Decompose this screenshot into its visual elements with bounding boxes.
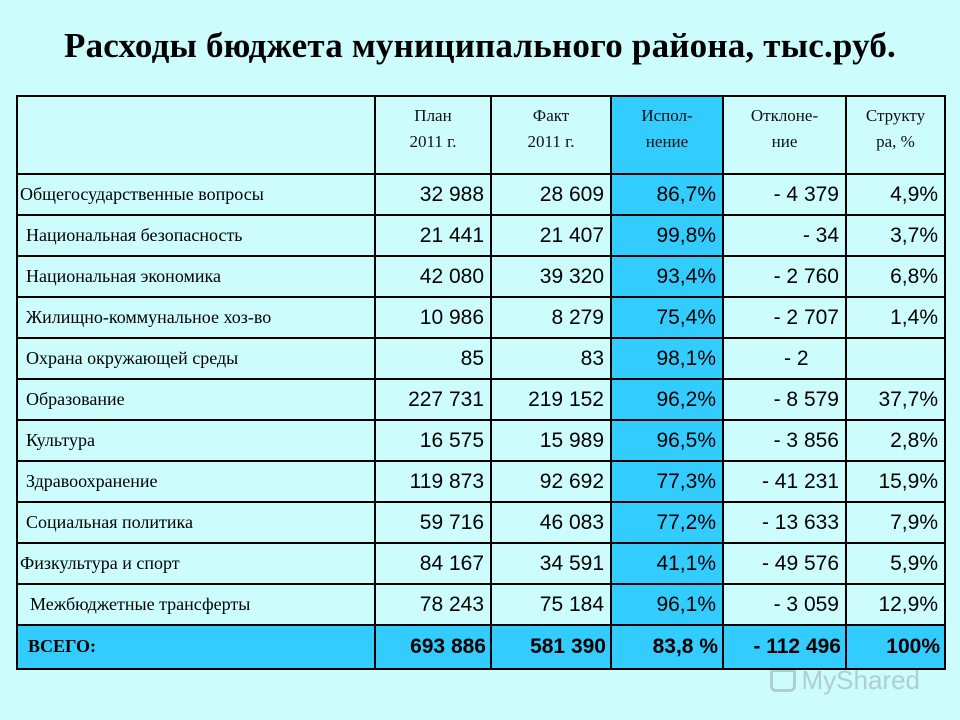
page-title: Расходы бюджета муниципального района, т… (63, 26, 897, 65)
row-plan: 78 243 (374, 583, 492, 626)
row-plan: 32 988 (374, 173, 492, 216)
row-name: Образование (16, 378, 376, 421)
row-struct: 2,8% (845, 419, 946, 462)
row-dev: - 13 633 (722, 501, 847, 544)
row-plan: 59 716 (374, 501, 492, 544)
table-row: Охрана окружающей среды 85 83 98,1% - 2 (16, 337, 946, 380)
row-struct: 4,9% (845, 173, 946, 216)
total-fact: 581 390 (490, 624, 612, 670)
row-struct: 12,9% (845, 583, 946, 626)
header-fact: Факт 2011 г. (490, 95, 612, 175)
row-dev: - 41 231 (722, 460, 847, 503)
row-plan: 42 080 (374, 255, 492, 298)
row-exec: 77,2% (610, 501, 724, 544)
row-dev: - 2 760 (722, 255, 847, 298)
row-fact: 34 591 (490, 542, 612, 585)
total-dev: - 112 496 (722, 624, 847, 670)
row-plan: 16 575 (374, 419, 492, 462)
row-struct (845, 337, 946, 380)
row-dev: - 3 059 (722, 583, 847, 626)
row-dev: - 3 856 (722, 419, 847, 462)
row-dev: - 4 379 (722, 173, 847, 216)
row-name: Культура (16, 419, 376, 462)
total-name: ВСЕГО: (16, 624, 376, 670)
row-struct: 15,9% (845, 460, 946, 503)
row-fact: 83 (490, 337, 612, 380)
total-struct: 100% (845, 624, 946, 670)
row-fact: 92 692 (490, 460, 612, 503)
row-dev: - 49 576 (722, 542, 847, 585)
header-name (16, 95, 376, 175)
row-dev: - 8 579 (722, 378, 847, 421)
row-fact: 46 083 (490, 501, 612, 544)
row-exec: 86,7% (610, 173, 724, 216)
table-row: Физкультура и спорт 84 167 34 591 41,1% … (16, 542, 946, 585)
table-row: Социальная политика 59 716 46 083 77,2% … (16, 501, 946, 544)
row-exec: 77,3% (610, 460, 724, 503)
table-row: Культура 16 575 15 989 96,5% - 3 856 2,8… (16, 419, 946, 462)
table-row: Национальная безопасность 21 441 21 407 … (16, 214, 946, 257)
row-name: Здравоохранение (16, 460, 376, 503)
header-exec: Испол- нение (610, 95, 724, 175)
row-struct: 3,7% (845, 214, 946, 257)
row-struct: 7,9% (845, 501, 946, 544)
row-fact: 219 152 (490, 378, 612, 421)
header-struct: Структу ра, % (845, 95, 946, 175)
table-row: Жилищно-коммунальное хоз-во 10 986 8 279… (16, 296, 946, 339)
row-exec: 41,1% (610, 542, 724, 585)
total-plan: 693 886 (374, 624, 492, 670)
row-struct: 5,9% (845, 542, 946, 585)
row-dev: - 2 (722, 337, 847, 380)
row-plan: 10 986 (374, 296, 492, 339)
row-exec: 75,4% (610, 296, 724, 339)
header-row: План 2011 г. Факт 2011 г. Испол- нение О… (16, 95, 946, 175)
row-struct: 37,7% (845, 378, 946, 421)
table-row: Образование 227 731 219 152 96,2% - 8 57… (16, 378, 946, 421)
row-name: Жилищно-коммунальное хоз-во (16, 296, 376, 339)
row-name: Физкультура и спорт (16, 542, 376, 585)
header-dev: Отклоне- ние (722, 95, 847, 175)
row-plan: 85 (374, 337, 492, 380)
row-struct: 6,8% (845, 255, 946, 298)
row-exec: 93,4% (610, 255, 724, 298)
row-fact: 39 320 (490, 255, 612, 298)
row-exec: 98,1% (610, 337, 724, 380)
header-plan: План 2011 г. (374, 95, 492, 175)
row-fact: 15 989 (490, 419, 612, 462)
row-fact: 28 609 (490, 173, 612, 216)
table-row: Общегосударственные вопросы 32 988 28 60… (16, 173, 946, 216)
table-row: Межбюджетные трансферты 78 243 75 184 96… (16, 583, 946, 626)
row-plan: 227 731 (374, 378, 492, 421)
total-row: ВСЕГО: 693 886 581 390 83,8 % - 112 496 … (16, 624, 946, 670)
row-exec: 96,1% (610, 583, 724, 626)
budget-table: План 2011 г. Факт 2011 г. Испол- нение О… (16, 95, 946, 670)
row-fact: 8 279 (490, 296, 612, 339)
row-fact: 75 184 (490, 583, 612, 626)
row-plan: 84 167 (374, 542, 492, 585)
row-name: Национальная экономика (16, 255, 376, 298)
row-exec: 96,5% (610, 419, 724, 462)
row-plan: 119 873 (374, 460, 492, 503)
row-name: Национальная безопасность (16, 214, 376, 257)
row-fact: 21 407 (490, 214, 612, 257)
table-row: Здравоохранение 119 873 92 692 77,3% - 4… (16, 460, 946, 503)
row-exec: 99,8% (610, 214, 724, 257)
row-plan: 21 441 (374, 214, 492, 257)
row-struct: 1,4% (845, 296, 946, 339)
row-name: Межбюджетные трансферты (16, 583, 376, 626)
row-dev: - 2 707 (722, 296, 847, 339)
table-row: Национальная экономика 42 080 39 320 93,… (16, 255, 946, 298)
total-exec: 83,8 % (610, 624, 724, 670)
row-exec: 96,2% (610, 378, 724, 421)
row-name: Общегосударственные вопросы (16, 173, 376, 216)
row-dev: - 34 (722, 214, 847, 257)
cart-icon (769, 669, 796, 692)
row-name: Социальная политика (16, 501, 376, 544)
row-name: Охрана окружающей среды (16, 337, 376, 380)
